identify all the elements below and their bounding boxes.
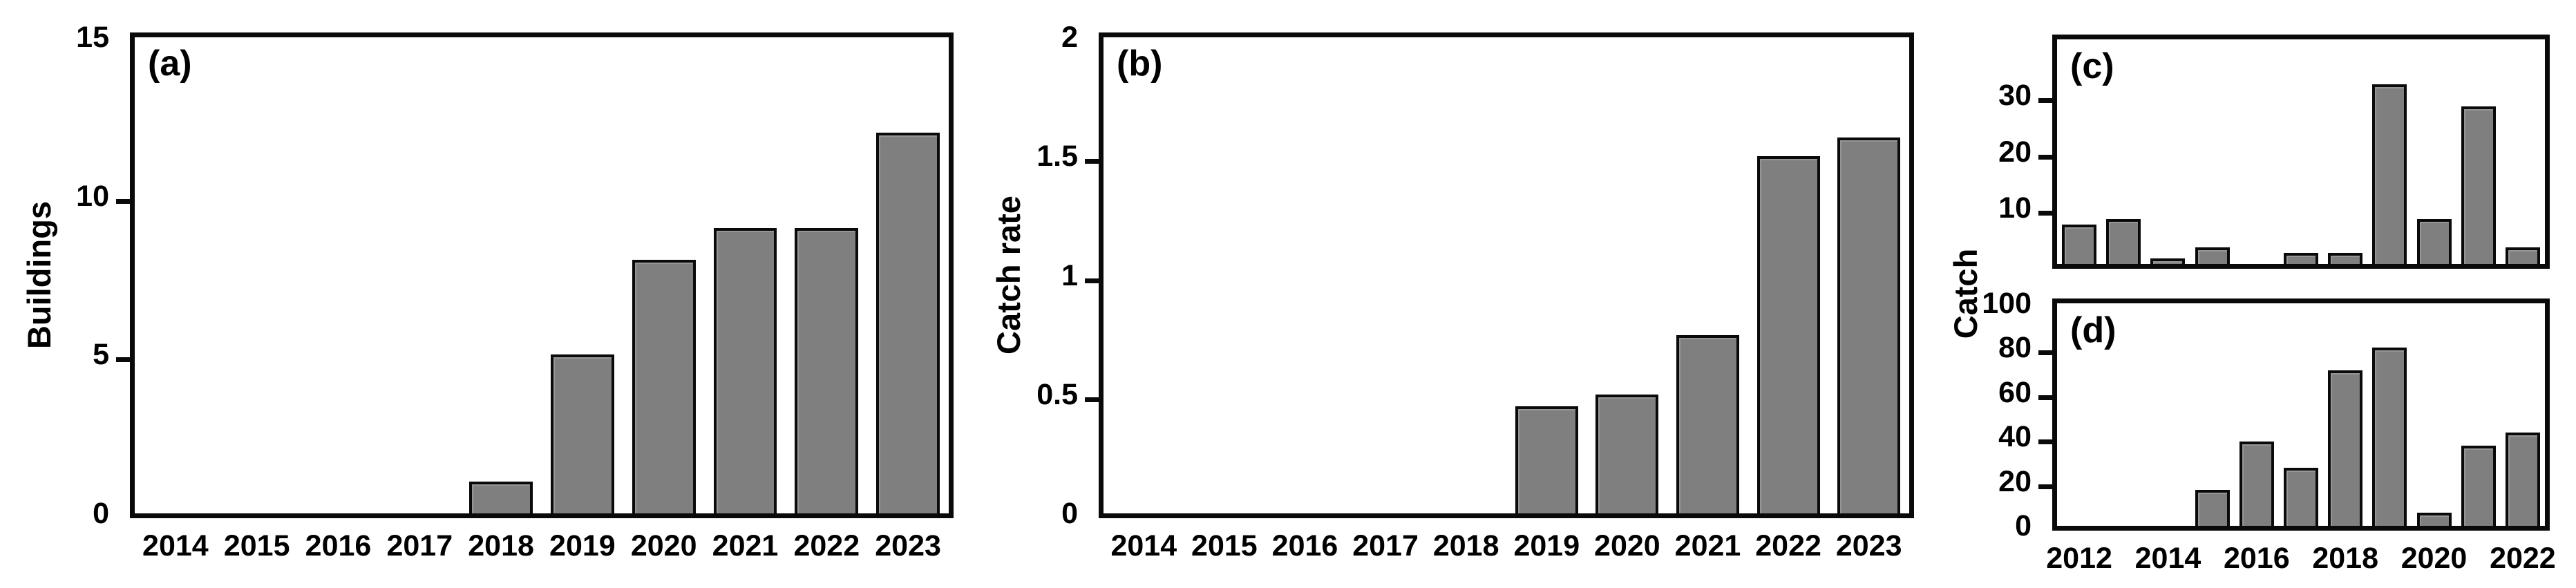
y-tick-label-a-10: 10 <box>76 179 109 213</box>
bar-c-2015 <box>2195 247 2230 264</box>
panel-d-letter: (d) <box>2070 310 2116 350</box>
bar-c-2012 <box>2062 225 2097 264</box>
y-tick-label-d-100: 100 <box>1982 287 2032 320</box>
y-tick-label-d-20: 20 <box>1998 464 2032 498</box>
x-tick-label-d-2012: 2012 <box>2046 542 2112 575</box>
bar-b-2021 <box>1676 335 1739 513</box>
bar-d-2019 <box>2372 348 2407 526</box>
y-tick-label-d-60: 60 <box>1998 375 2032 409</box>
y-tick-label-c-10: 10 <box>1998 191 2032 225</box>
x-tick-label-a-2016: 2016 <box>305 529 372 562</box>
bar-a-2022 <box>795 228 859 513</box>
bar-a-2020 <box>632 260 696 513</box>
x-tick-label-a-2019: 2019 <box>549 529 616 562</box>
x-tick-label-b-2014: 2014 <box>1110 529 1177 562</box>
panel-a-y-axis-title: Buildings <box>21 200 57 350</box>
x-tick-label-b-2020: 2020 <box>1594 529 1660 562</box>
x-tick-label-a-2017: 2017 <box>386 529 453 562</box>
bar-c-2014 <box>2150 258 2186 264</box>
x-tick-label-a-2014: 2014 <box>142 529 209 562</box>
bar-a-2018 <box>469 482 533 513</box>
bar-d-2020 <box>2416 513 2452 526</box>
x-tick-label-d-2022: 2022 <box>2490 542 2556 575</box>
y-tick-label-c-20: 20 <box>1998 135 2032 169</box>
y-tick-label-c-30: 30 <box>1998 79 2032 113</box>
y-tick-mark-c-30 <box>2038 98 2052 104</box>
bar-d-2015 <box>2195 490 2230 526</box>
bar-c-2022 <box>2505 247 2540 264</box>
panel-a-plot-area <box>116 32 954 518</box>
x-tick-label-b-2016: 2016 <box>1271 529 1338 562</box>
y-tick-mark-d-60 <box>2038 395 2052 400</box>
bar-a-2023 <box>876 133 940 513</box>
y-tick-mark-b-1 <box>1085 278 1099 283</box>
y-tick-label-d-0: 0 <box>2015 509 2032 542</box>
y-tick-label-a-0: 0 <box>93 497 109 530</box>
y-tick-mark-b-1.5 <box>1085 159 1099 164</box>
x-tick-label-a-2023: 2023 <box>875 529 941 562</box>
bar-d-2021 <box>2461 446 2496 526</box>
panel-b-letter: (b) <box>1117 44 1163 84</box>
bar-c-2019 <box>2372 84 2407 264</box>
x-tick-label-b-2023: 2023 <box>1835 529 1902 562</box>
bar-d-2022 <box>2505 433 2540 526</box>
y-tick-label-b-0: 0 <box>1061 497 1078 530</box>
x-tick-label-b-2021: 2021 <box>1674 529 1741 562</box>
bar-c-2020 <box>2416 219 2452 264</box>
bar-b-2020 <box>1595 395 1659 513</box>
x-tick-label-b-2018: 2018 <box>1432 529 1499 562</box>
y-tick-label-a-15: 15 <box>76 21 109 54</box>
y-tick-label-b-2: 2 <box>1061 21 1078 54</box>
bar-d-2016 <box>2239 442 2274 526</box>
panel-a-letter: (a) <box>148 44 192 84</box>
panel-b-plot-area <box>1085 32 1914 518</box>
bar-b-2022 <box>1756 156 1820 513</box>
x-tick-label-d-2020: 2020 <box>2400 542 2468 575</box>
bar-b-2023 <box>1837 137 1901 513</box>
x-tick-label-d-2018: 2018 <box>2312 542 2378 575</box>
y-tick-mark-a-10 <box>116 198 130 204</box>
x-tick-label-b-2019: 2019 <box>1513 529 1580 562</box>
bar-b-2019 <box>1515 406 1578 513</box>
y-tick-mark-b-0.5 <box>1085 397 1099 402</box>
y-tick-mark-c-20 <box>2038 154 2052 160</box>
bar-c-2017 <box>2283 253 2319 264</box>
bar-c-2021 <box>2461 106 2496 264</box>
x-tick-label-d-2016: 2016 <box>2223 542 2290 575</box>
bar-a-2019 <box>550 354 614 513</box>
x-tick-label-a-2018: 2018 <box>468 529 534 562</box>
x-tick-label-a-2022: 2022 <box>793 529 860 562</box>
y-tick-label-a-5: 5 <box>93 338 109 372</box>
bar-a-2021 <box>713 228 777 513</box>
x-tick-label-b-2022: 2022 <box>1755 529 1821 562</box>
y-tick-mark-c-10 <box>2038 210 2052 216</box>
panel-c-plot-area <box>2038 35 2550 269</box>
bar-c-2013 <box>2106 219 2141 264</box>
x-tick-label-a-2021: 2021 <box>712 529 779 562</box>
y-tick-label-d-80: 80 <box>1998 331 2032 365</box>
x-tick-label-b-2017: 2017 <box>1352 529 1419 562</box>
panel-d-plot-area <box>2038 298 2550 531</box>
y-tick-mark-d-20 <box>2038 484 2052 489</box>
bar-d-2017 <box>2283 468 2319 526</box>
y-tick-label-b-1: 1 <box>1061 258 1078 292</box>
x-tick-label-a-2020: 2020 <box>630 529 697 562</box>
y-tick-label-b-1.5: 1.5 <box>1036 140 1078 173</box>
y-tick-mark-d-40 <box>2038 439 2052 445</box>
bar-c-2018 <box>2328 253 2363 264</box>
bar-d-2018 <box>2328 370 2363 526</box>
x-tick-label-a-2015: 2015 <box>223 529 290 562</box>
x-tick-label-d-2014: 2014 <box>2134 542 2201 575</box>
y-tick-mark-a-5 <box>116 357 130 363</box>
x-tick-label-b-2015: 2015 <box>1191 529 1258 562</box>
y-tick-mark-d-80 <box>2038 350 2052 356</box>
y-tick-label-d-40: 40 <box>1998 420 2032 454</box>
panel-c-letter: (c) <box>2070 46 2114 86</box>
y-tick-label-b-0.5: 0.5 <box>1036 377 1078 411</box>
